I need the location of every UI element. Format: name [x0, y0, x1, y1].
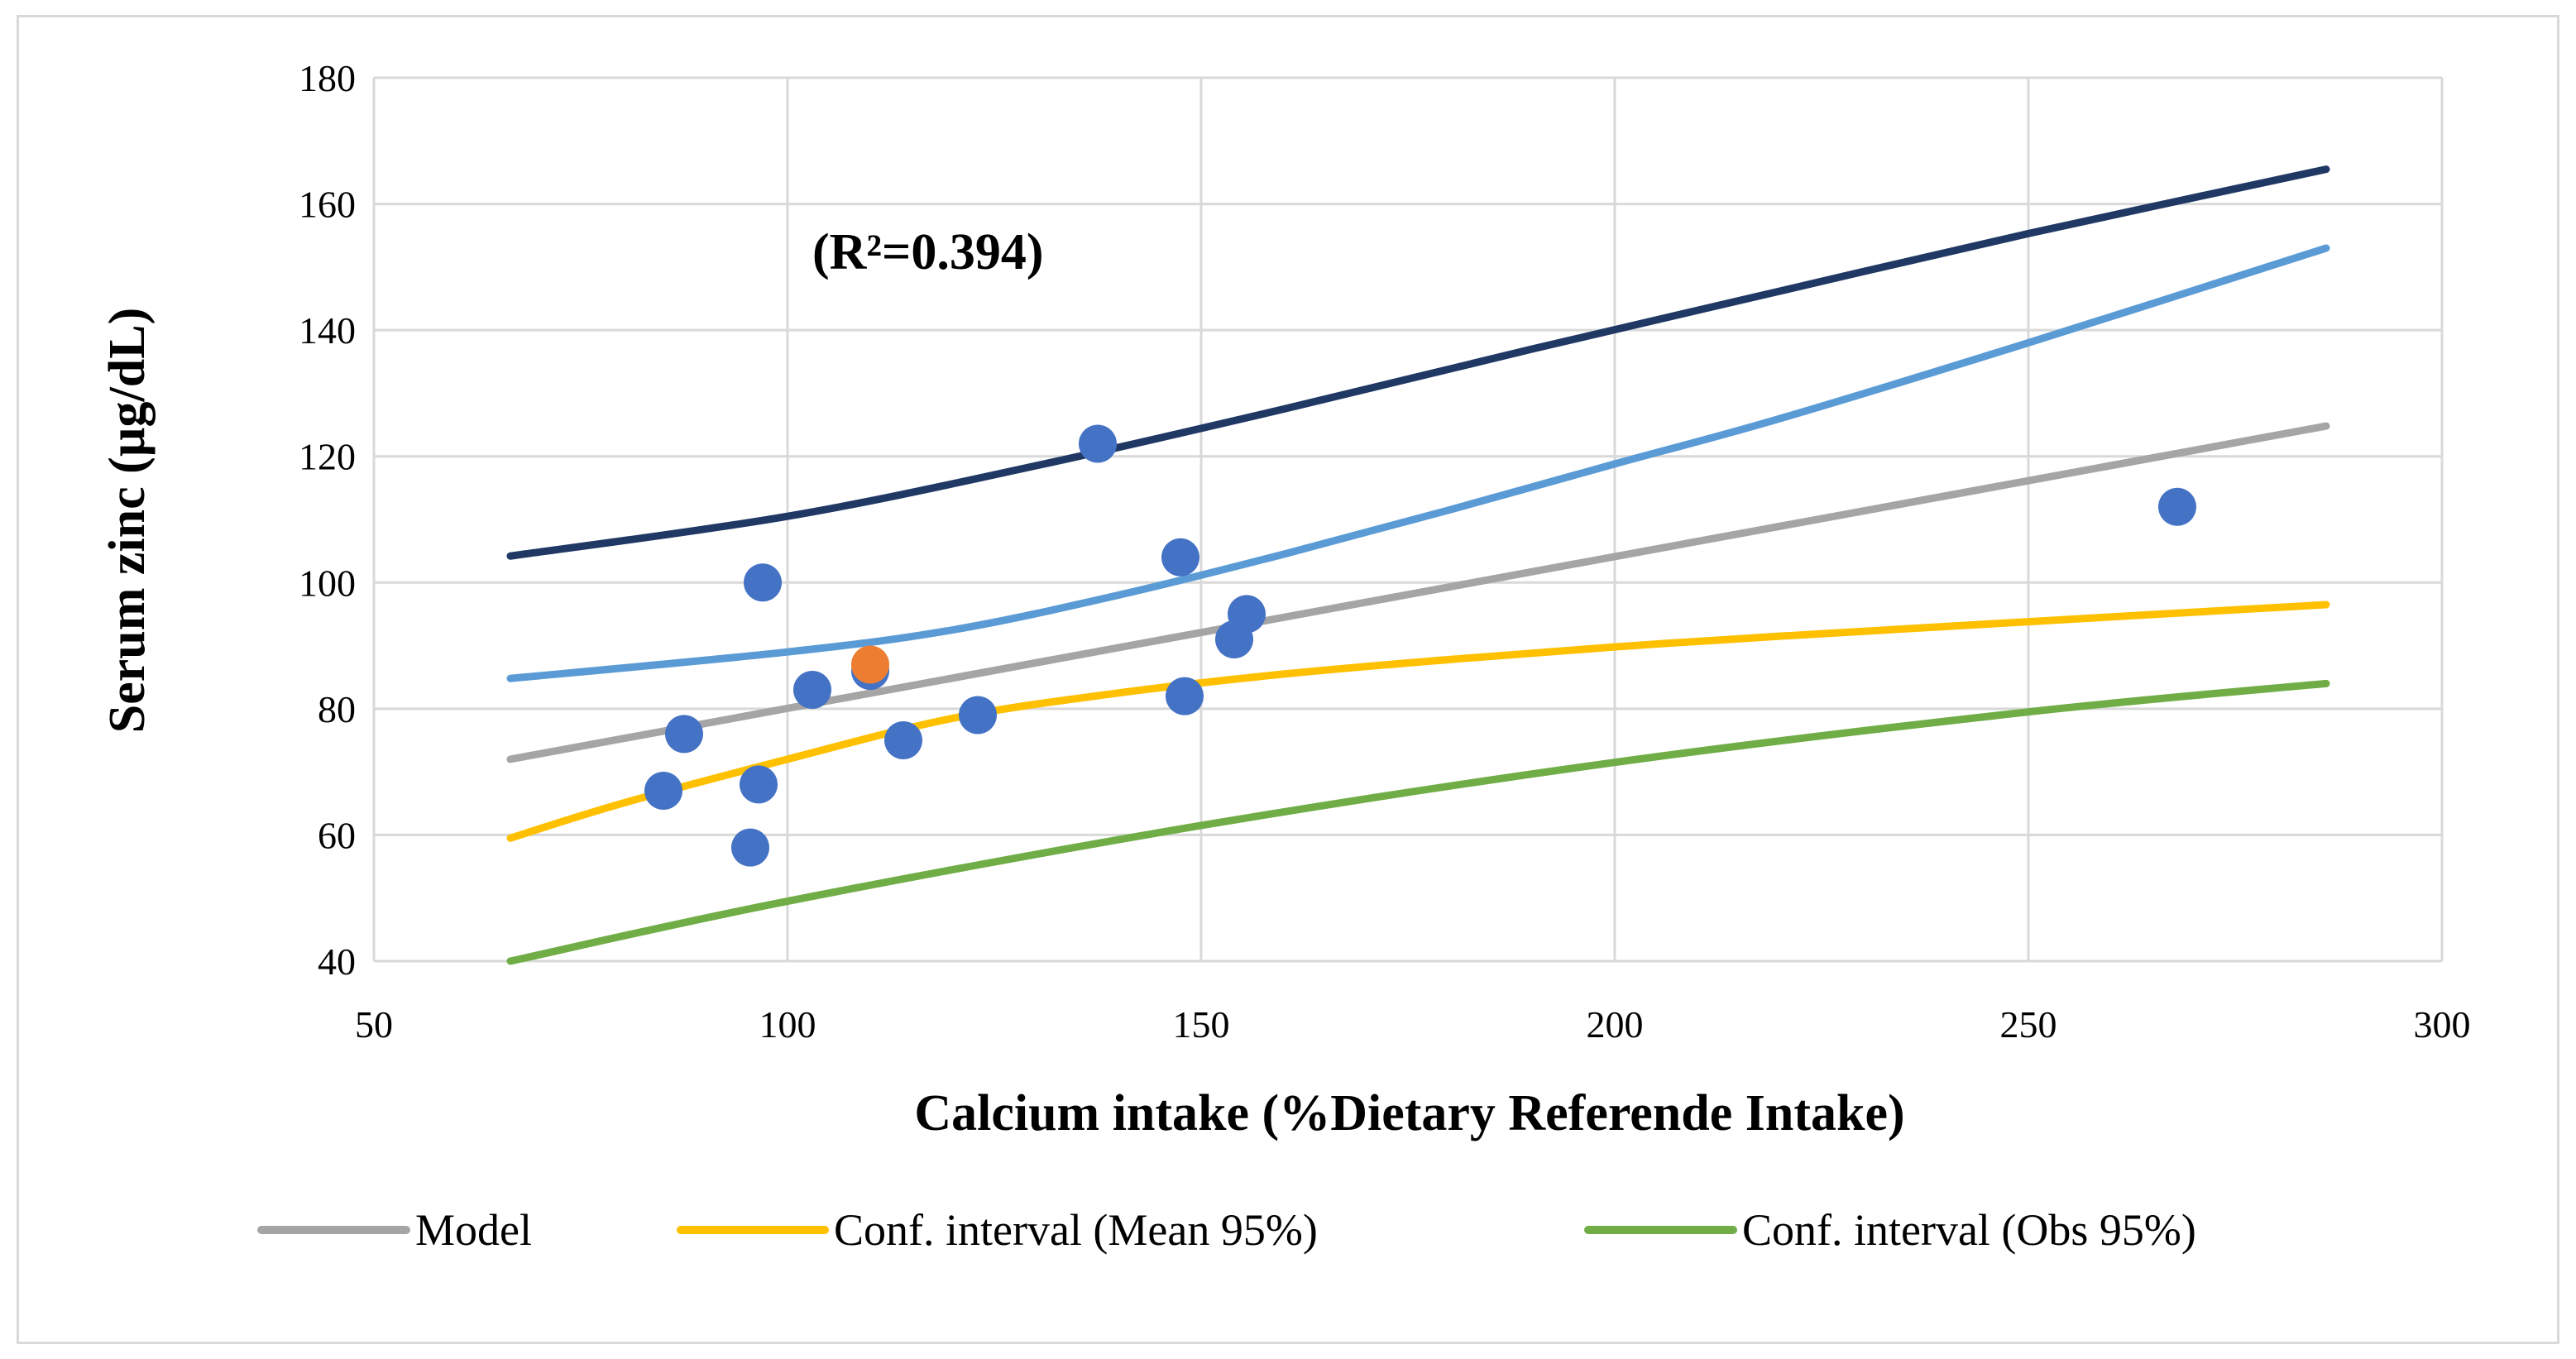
- tick-labels: 50 100 150 200 250 300 40 60 80 100 120 140 160 180: [299, 57, 2471, 1046]
- y-tick-label: 60: [318, 814, 356, 856]
- highlighted-data-point: [851, 645, 889, 684]
- data-point: [1161, 538, 1199, 577]
- legend-label-mean-ci: Conf. interval (Mean 95%): [834, 1205, 1318, 1255]
- data-point: [1228, 595, 1266, 634]
- x-tick-label: 250: [2000, 1003, 2057, 1046]
- data-points: [644, 424, 2196, 867]
- y-tick-label: 180: [299, 57, 356, 99]
- gridlines: [372, 76, 2444, 963]
- y-tick-label: 40: [318, 940, 356, 983]
- series-line-conf-interval-obs-95-upper: [506, 165, 2330, 560]
- data-point: [740, 765, 778, 804]
- y-tick-label: 80: [318, 688, 356, 730]
- data-point: [1079, 424, 1117, 463]
- data-point: [793, 670, 831, 709]
- series-line-conf-interval-mean-95-upper: [506, 244, 2330, 682]
- data-point: [2158, 487, 2196, 526]
- r-squared-annotation: (R²=0.394): [812, 224, 1043, 280]
- series-lines: [506, 165, 2330, 965]
- data-point: [884, 721, 922, 759]
- legend-item-model: Model: [257, 1205, 532, 1255]
- y-tick-label: 140: [299, 309, 356, 352]
- data-point: [959, 696, 997, 735]
- series-line-conf-interval-mean-95: [506, 601, 2330, 842]
- x-tick-label: 50: [355, 1003, 393, 1046]
- legend-item-obs-ci: Conf. interval (Obs 95%): [1584, 1205, 2196, 1255]
- x-tick-label: 200: [1587, 1003, 1644, 1046]
- legend-item-mean-ci: Conf. interval (Mean 95%): [677, 1205, 1318, 1255]
- data-point: [731, 828, 769, 867]
- y-tick-label: 100: [299, 562, 356, 604]
- y-tick-label: 120: [299, 436, 356, 478]
- data-point: [665, 715, 703, 754]
- x-axis-title: Calcium intake (%Dietary Referende Intak…: [914, 1085, 1904, 1141]
- legend: Model Conf. interval (Mean 95%) Conf. in…: [257, 1205, 2196, 1255]
- y-tick-label: 160: [299, 184, 356, 226]
- data-point: [744, 563, 782, 602]
- chart-frame: [17, 15, 2559, 1344]
- y-axis-title: Serum zinc (µg/dL): [99, 308, 156, 733]
- x-tick-label: 100: [759, 1003, 816, 1046]
- x-tick-label: 300: [2414, 1003, 2471, 1046]
- legend-label-model: Model: [415, 1205, 532, 1255]
- series-line-conf-interval-obs-95: [506, 679, 2330, 965]
- data-point: [1166, 677, 1204, 715]
- legend-label-obs-ci: Conf. interval (Obs 95%): [1742, 1205, 2196, 1255]
- x-tick-label: 150: [1173, 1003, 1230, 1046]
- data-point: [644, 772, 682, 811]
